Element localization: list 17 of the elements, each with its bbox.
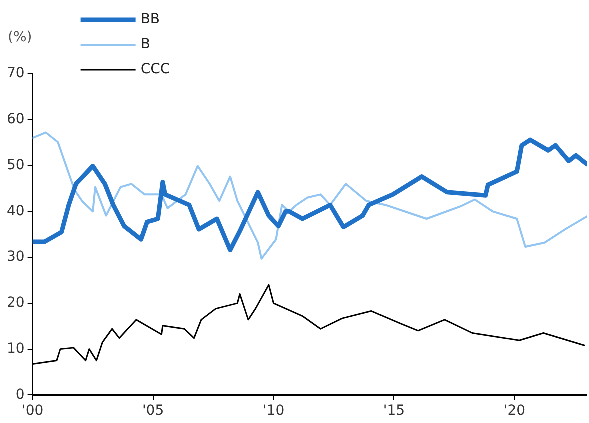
x-tick-label: '00 bbox=[22, 403, 44, 420]
y-tick-label: 0 bbox=[16, 386, 25, 403]
y-tick-label: 60 bbox=[6, 112, 25, 128]
y-tick-label: 10 bbox=[6, 340, 25, 357]
y-tick-label: 40 bbox=[6, 203, 25, 220]
y-tick-label: 30 bbox=[6, 249, 25, 266]
legend-label: CCC bbox=[140, 62, 170, 78]
x-tick-label: '20 bbox=[504, 403, 526, 420]
y-axis-title: (%) bbox=[8, 30, 32, 46]
y-tick-label: 50 bbox=[6, 157, 25, 174]
y-tick-label: 20 bbox=[6, 295, 25, 312]
x-tick-label: '10 bbox=[262, 403, 285, 420]
legend-label: BB bbox=[140, 12, 160, 28]
x-tick-label: '05 bbox=[142, 403, 164, 420]
y-tick-label: 70 bbox=[6, 66, 25, 82]
x-tick-label: '15 bbox=[383, 403, 406, 420]
legend-label: B bbox=[140, 36, 150, 53]
